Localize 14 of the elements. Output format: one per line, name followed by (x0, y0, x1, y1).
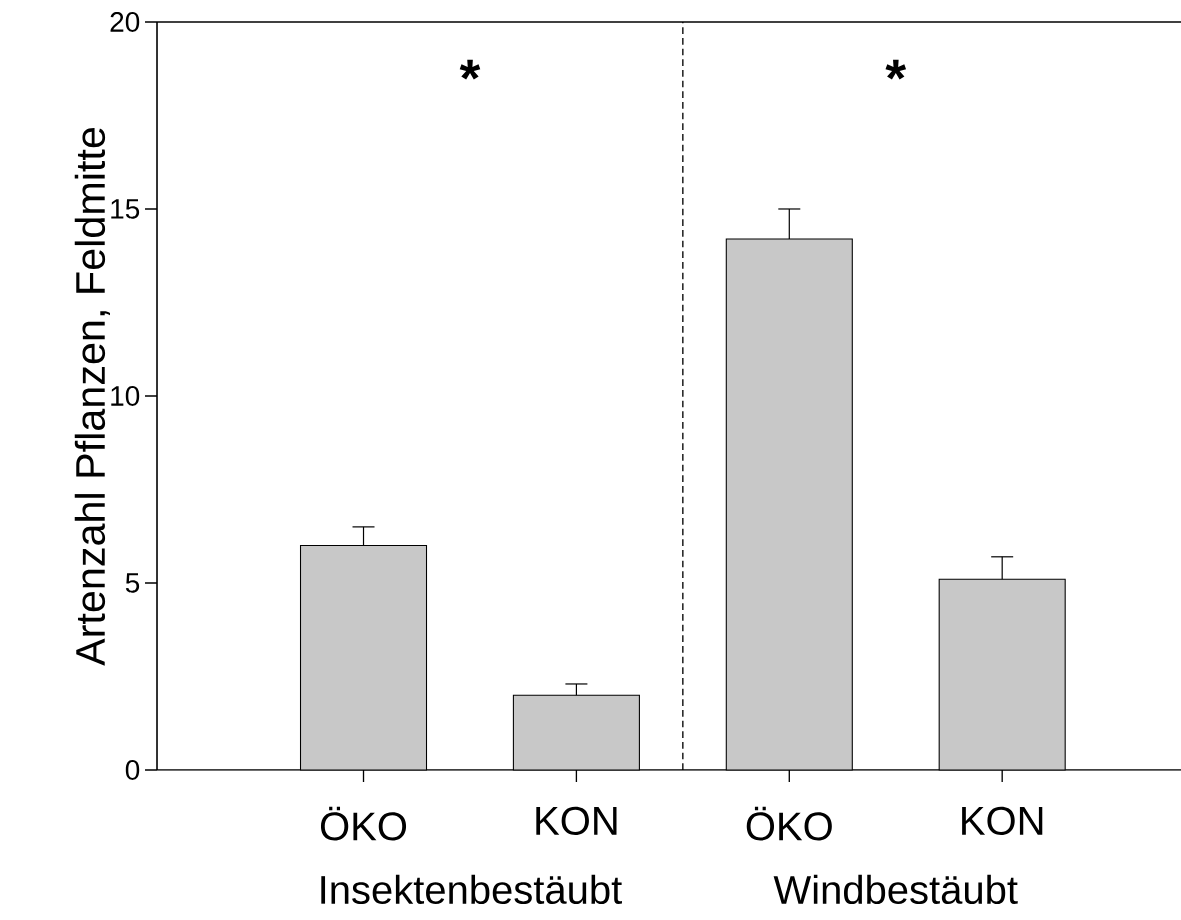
y-tick-label: 10 (111, 386, 140, 406)
x-tick-label: KON (536, 806, 617, 836)
y-tick-label: 5 (125, 573, 140, 593)
y-axis-title: Artenzahl Pflanzen, Feldmitte (74, 127, 110, 666)
annotation: * (459, 59, 481, 80)
text: Insektenbestäubt (321, 874, 622, 905)
text: Windbestäubt (773, 874, 1018, 905)
y-tick-label: 0 (125, 760, 140, 780)
x-tick-label: KON (962, 806, 1043, 836)
x-tick-label: ÖKO (320, 806, 407, 841)
annotation: * (885, 59, 907, 80)
x-tick-label: ÖKO (746, 806, 832, 841)
y-tick-label: 15 (111, 199, 140, 219)
y-tick-label: 20 (110, 12, 140, 32)
